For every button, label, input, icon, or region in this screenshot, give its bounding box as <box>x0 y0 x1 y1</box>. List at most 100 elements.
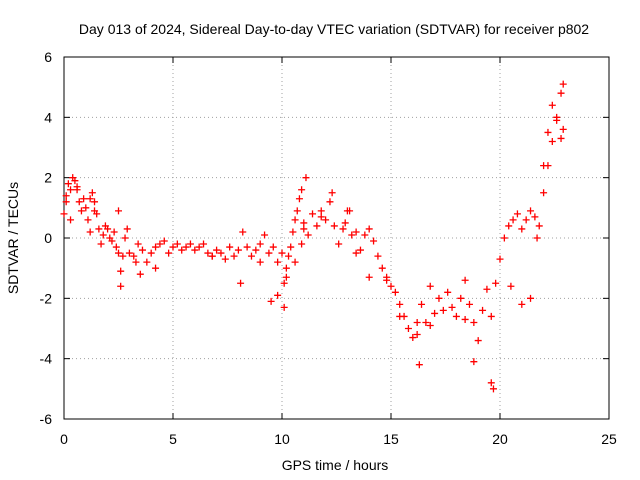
data-point <box>531 213 539 221</box>
data-point <box>186 240 194 248</box>
x-tick-label: 25 <box>601 431 617 447</box>
data-point <box>356 246 364 254</box>
data-point <box>387 282 395 290</box>
data-point <box>261 231 269 239</box>
data-point <box>67 186 75 194</box>
data-point <box>217 249 225 257</box>
data-point <box>330 222 338 230</box>
data-point <box>540 162 548 170</box>
data-point <box>374 252 382 260</box>
data-point <box>533 234 541 242</box>
data-point <box>557 89 565 97</box>
data-point <box>269 243 277 251</box>
data-point <box>274 291 282 299</box>
data-point <box>418 300 426 308</box>
data-point <box>60 210 68 218</box>
data-point <box>518 225 526 233</box>
data-point <box>285 252 293 260</box>
data-point <box>195 243 203 251</box>
data-point <box>500 234 508 242</box>
data-point <box>474 337 482 345</box>
data-point <box>328 189 336 197</box>
data-point <box>348 231 356 239</box>
data-point <box>378 264 386 272</box>
data-point <box>457 294 465 302</box>
data-point <box>335 240 343 248</box>
data-point <box>322 216 330 224</box>
data-point <box>291 258 299 266</box>
data-point <box>62 192 70 200</box>
data-point <box>439 306 447 314</box>
data-point <box>300 225 308 233</box>
data-point <box>422 318 430 326</box>
data-point <box>487 379 495 387</box>
x-tick-label: 5 <box>169 431 177 447</box>
data-point <box>448 303 456 311</box>
data-point <box>548 101 556 109</box>
data-point <box>136 270 144 278</box>
data-point <box>99 231 107 239</box>
data-point <box>71 177 79 185</box>
data-point <box>540 189 548 197</box>
data-point <box>413 331 421 339</box>
data-point <box>461 315 469 323</box>
data-point <box>339 225 347 233</box>
data-point <box>317 213 325 221</box>
data-point <box>267 297 275 305</box>
data-point <box>134 240 142 248</box>
grid-lines <box>64 57 609 419</box>
data-point <box>326 198 334 206</box>
data-point <box>452 312 460 320</box>
data-point <box>487 312 495 320</box>
data-point <box>97 240 105 248</box>
data-point <box>77 207 85 215</box>
y-tick-label: -6 <box>40 411 53 427</box>
data-point <box>513 210 521 218</box>
data-point <box>527 294 535 302</box>
data-point <box>507 282 515 290</box>
data-point <box>509 216 517 224</box>
data-point <box>553 116 561 124</box>
data-point <box>548 137 556 145</box>
axis-ticks <box>63 56 610 420</box>
data-point <box>152 243 160 251</box>
data-point <box>309 210 317 218</box>
data-marks <box>60 80 567 393</box>
data-point <box>191 246 199 254</box>
data-point <box>557 134 565 142</box>
data-point <box>352 249 360 257</box>
data-point <box>86 195 94 203</box>
data-point <box>470 318 478 326</box>
data-point <box>115 249 122 257</box>
x-axis-label: GPS time / hours <box>282 457 389 473</box>
data-point <box>178 246 186 254</box>
data-point <box>544 128 552 136</box>
data-point <box>256 240 264 248</box>
data-point <box>75 198 83 206</box>
data-point <box>559 125 567 133</box>
data-point <box>361 231 369 239</box>
data-point <box>341 219 349 227</box>
data-point <box>282 273 290 281</box>
data-point <box>213 246 221 254</box>
data-point <box>173 240 181 248</box>
data-point <box>130 252 138 260</box>
data-point <box>295 195 303 203</box>
data-point <box>152 264 160 272</box>
data-point <box>293 207 301 215</box>
data-point <box>247 252 255 260</box>
data-point <box>352 228 360 236</box>
data-point <box>479 306 487 314</box>
data-point <box>104 225 112 233</box>
data-point <box>119 252 127 260</box>
data-point <box>535 222 543 230</box>
data-point <box>298 240 306 248</box>
data-point <box>426 282 434 290</box>
data-point <box>125 249 133 257</box>
data-point <box>365 273 373 281</box>
data-point <box>415 361 423 369</box>
data-point <box>239 228 247 236</box>
data-point <box>143 258 151 266</box>
data-point <box>132 258 140 266</box>
